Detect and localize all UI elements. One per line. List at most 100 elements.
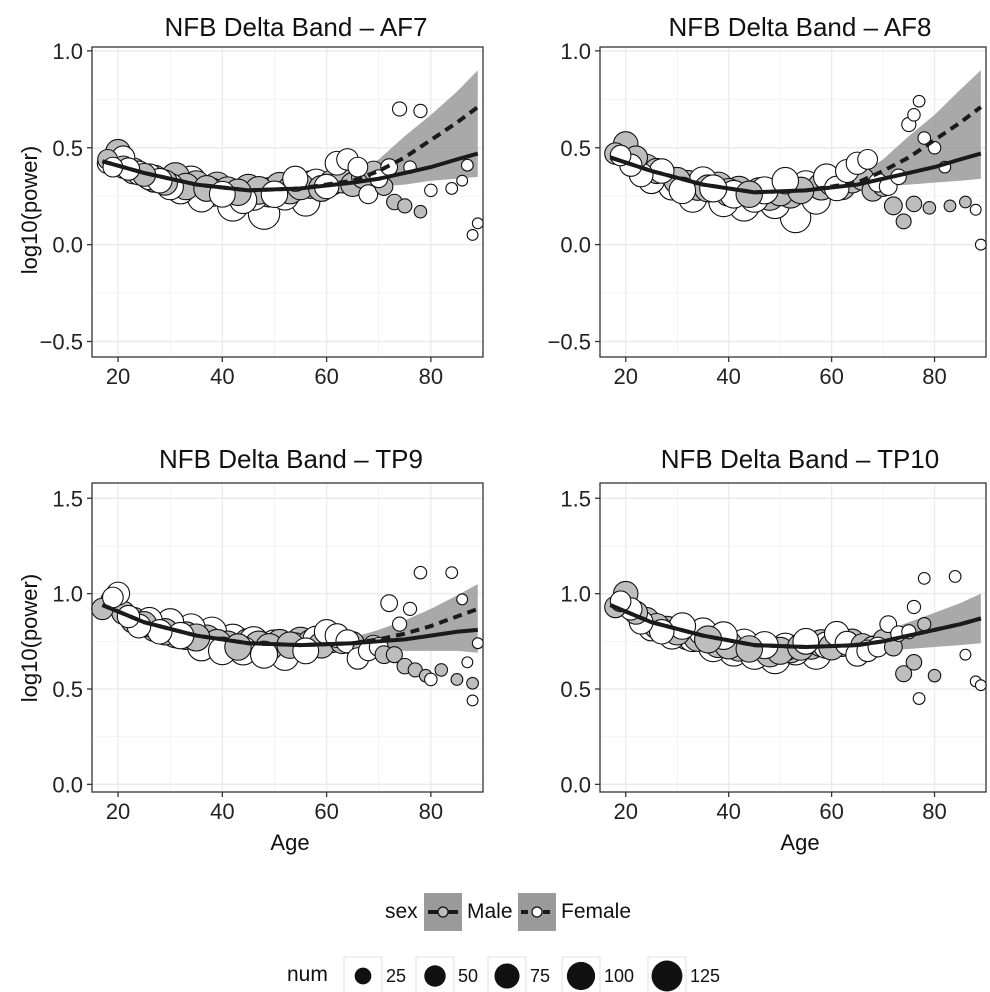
data-point-female xyxy=(771,166,800,195)
data-point-female xyxy=(445,566,459,580)
y-tick-label: 1.0 xyxy=(560,582,591,607)
panel-border xyxy=(91,482,484,793)
x-tick-label: 20 xyxy=(613,364,637,389)
legend-num-label: 25 xyxy=(386,966,406,986)
data-point-female xyxy=(292,637,320,665)
data-point-female xyxy=(974,679,987,692)
data-point-male xyxy=(434,663,449,677)
fit-line-male xyxy=(101,151,479,193)
x-tick-label: 20 xyxy=(613,799,637,824)
panel-border xyxy=(599,46,987,358)
panel-1: 20 40 60 80 −0.5 0.0 0.5 1.0 xyxy=(548,39,987,389)
panel-title-tp9: NFB Delta Band – TP9 xyxy=(159,444,423,474)
data-point-male xyxy=(905,195,923,213)
data-point-female xyxy=(391,616,408,632)
data-point-female xyxy=(471,217,484,230)
data-point-female xyxy=(461,656,474,669)
data-point-female xyxy=(974,238,987,251)
data-point-female xyxy=(380,594,399,613)
y-tick-label: 0.5 xyxy=(52,677,83,702)
data-point-female xyxy=(466,228,479,241)
x-tick-label: 40 xyxy=(210,364,234,389)
data-point-male xyxy=(735,635,764,663)
data-point-male xyxy=(922,201,937,215)
data-point-female xyxy=(969,203,982,216)
y-tick-label: 0.5 xyxy=(52,136,83,161)
x-tick-label: 40 xyxy=(210,799,234,824)
panel-3: 20 40 60 80 0.0 0.5 1.0 1.5 xyxy=(560,482,987,824)
y-axis-label-bottom: log10(power) xyxy=(17,574,42,702)
y-tick-label: 1.5 xyxy=(560,486,591,511)
legend-sex-title: sex xyxy=(385,900,418,923)
data-point-female xyxy=(413,103,428,119)
panel-title-af8: NFB Delta Band – AF8 xyxy=(668,12,931,42)
y-tick-label: 0.5 xyxy=(560,677,591,702)
x-tick-label: 60 xyxy=(314,364,338,389)
data-point-female xyxy=(456,174,469,187)
y-tick-label: 0.0 xyxy=(560,772,591,797)
data-point-male xyxy=(927,668,942,683)
x-tick-label: 20 xyxy=(106,364,130,389)
data-point-female xyxy=(260,180,289,209)
data-point-female xyxy=(358,184,379,205)
data-point-female xyxy=(912,692,926,705)
data-point-female xyxy=(466,694,479,707)
x-tick-label: 80 xyxy=(419,364,443,389)
y-tick-label: 1.0 xyxy=(560,39,591,64)
y-tick-label: 1.0 xyxy=(52,39,83,64)
data-point-male xyxy=(883,196,903,216)
legend-num-label: 125 xyxy=(690,966,720,986)
y-tick-label: −0.5 xyxy=(548,330,591,355)
confidence-ribbon xyxy=(610,70,981,197)
data-point-male xyxy=(917,617,932,632)
data-point-female xyxy=(917,571,931,585)
data-point-male xyxy=(735,180,764,209)
x-tick-label: 80 xyxy=(922,799,946,824)
fit-line-male xyxy=(609,151,982,195)
data-point-female xyxy=(948,570,962,583)
data-point-female xyxy=(460,158,474,172)
data-point-male xyxy=(397,198,413,214)
fit-line-male xyxy=(609,603,982,650)
panel-border xyxy=(91,46,484,358)
x-tick-label: 40 xyxy=(716,799,740,824)
data-point-female xyxy=(912,94,926,108)
legend-num-circle xyxy=(494,963,520,989)
data-point-male xyxy=(959,195,972,209)
data-point-male xyxy=(466,676,479,690)
y-tick-label: 1.0 xyxy=(52,582,83,607)
data-point-female xyxy=(917,131,932,145)
x-tick-label: 60 xyxy=(314,799,338,824)
panel-2: 20 40 60 80 0.0 0.5 1.0 1.5 xyxy=(52,482,484,824)
panel-title-tp10: NFB Delta Band – TP10 xyxy=(661,444,939,474)
x-tick-label: 60 xyxy=(819,364,843,389)
legend-num-circle xyxy=(651,960,683,992)
y-axis-label-top: log10(power) xyxy=(17,146,42,274)
data-point-female xyxy=(424,672,438,687)
legend-key-female-point xyxy=(531,906,543,918)
legend-sex-female-label: Female xyxy=(561,900,631,923)
legend-sex: sex Male Female xyxy=(385,893,631,931)
x-tick-label: 60 xyxy=(819,799,843,824)
data-point-female xyxy=(445,182,459,195)
data-point-male xyxy=(385,646,403,664)
legend-num: num 25 50 75 100 125 xyxy=(287,956,720,992)
data-point-female xyxy=(927,140,942,155)
y-tick-label: 0.5 xyxy=(560,136,591,161)
data-point-male xyxy=(413,204,428,219)
data-point-male xyxy=(905,654,923,671)
data-point-female xyxy=(413,565,428,580)
data-point-female xyxy=(907,108,921,122)
data-point-female xyxy=(471,637,484,650)
legend-key-male-point xyxy=(437,906,449,918)
data-point-female xyxy=(391,101,408,117)
data-point-female xyxy=(959,648,972,661)
x-axis-label-tp9: Age xyxy=(270,830,309,855)
legend-num-circle xyxy=(424,965,446,987)
legend-num-circle xyxy=(566,961,596,991)
data-point-male xyxy=(895,665,913,683)
legend-num-label: 50 xyxy=(458,966,478,986)
data-point-male xyxy=(895,213,912,230)
data-point-male xyxy=(450,673,464,686)
